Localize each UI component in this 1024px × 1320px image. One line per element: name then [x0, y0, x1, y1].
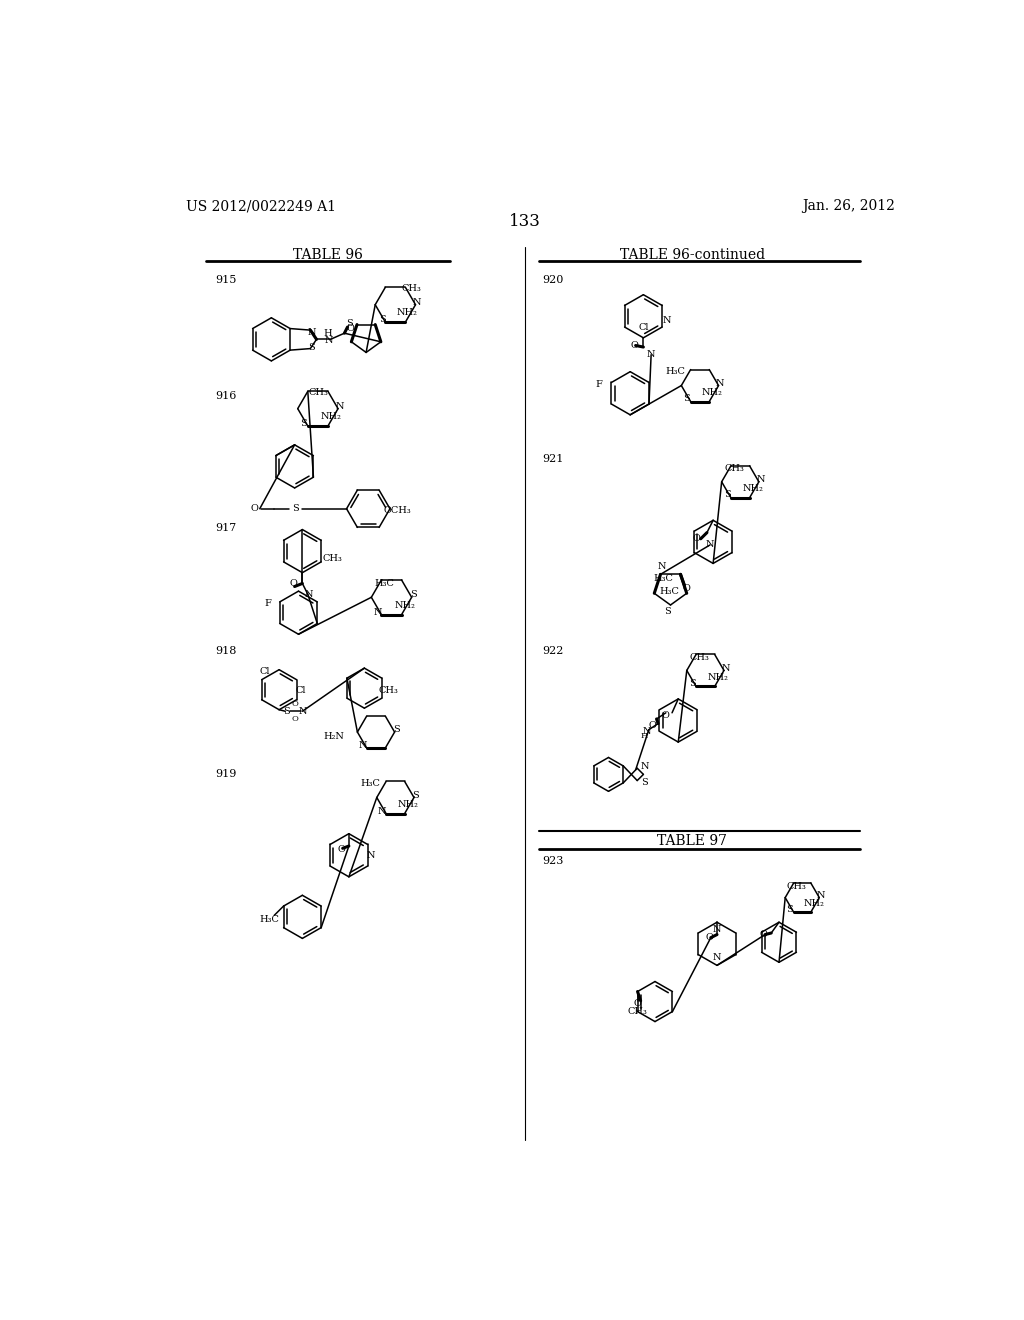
Text: O: O — [662, 711, 670, 721]
Text: TABLE 96: TABLE 96 — [293, 248, 362, 261]
Text: N: N — [706, 540, 715, 549]
Text: OCH₃: OCH₃ — [384, 506, 412, 515]
Text: 922: 922 — [543, 647, 564, 656]
Text: O: O — [706, 933, 713, 942]
Text: S: S — [346, 318, 352, 327]
Text: Cl: Cl — [638, 322, 648, 331]
Text: CH₃: CH₃ — [689, 653, 709, 663]
Text: S: S — [724, 490, 730, 499]
Text: Jan. 26, 2012: Jan. 26, 2012 — [802, 199, 895, 213]
Text: S: S — [642, 777, 648, 787]
Text: N: N — [716, 379, 724, 388]
Text: N: N — [298, 706, 306, 715]
Text: S: S — [683, 393, 690, 403]
Text: N: N — [713, 953, 721, 962]
Text: N: N — [641, 762, 649, 771]
Text: F: F — [596, 380, 602, 388]
Text: 133: 133 — [509, 213, 541, 230]
Text: Cl: Cl — [260, 668, 270, 676]
Text: N: N — [413, 298, 421, 306]
Text: N: N — [816, 891, 825, 900]
Text: H: H — [323, 329, 332, 338]
Text: H₃C: H₃C — [360, 779, 381, 788]
Text: NH₂: NH₂ — [321, 412, 341, 421]
Text: 919: 919 — [215, 770, 237, 779]
Text: 917: 917 — [215, 523, 237, 533]
Text: CH₃: CH₃ — [401, 284, 422, 293]
Text: O: O — [337, 845, 345, 854]
Text: O: O — [760, 931, 767, 939]
Text: H₂N: H₂N — [324, 733, 345, 741]
Text: 923: 923 — [543, 855, 564, 866]
Text: O: O — [692, 535, 700, 544]
Text: NH₂: NH₂ — [804, 899, 824, 908]
Text: NH₂: NH₂ — [397, 800, 418, 809]
Text: H₃C: H₃C — [375, 578, 394, 587]
Text: O: O — [347, 325, 354, 333]
Text: S: S — [379, 315, 386, 325]
Text: CH₃: CH₃ — [628, 1007, 647, 1016]
Text: S: S — [664, 607, 671, 615]
Text: 921: 921 — [543, 454, 564, 463]
Text: N: N — [643, 727, 651, 735]
Text: NH₂: NH₂ — [708, 673, 728, 681]
Text: 920: 920 — [543, 275, 564, 285]
Text: 918: 918 — [215, 647, 237, 656]
Text: S: S — [284, 706, 290, 715]
Text: N: N — [378, 807, 386, 816]
Text: O: O — [634, 999, 641, 1008]
Text: N: N — [657, 562, 667, 572]
Text: N: N — [307, 327, 316, 337]
Text: CH₃: CH₃ — [724, 465, 744, 474]
Text: H: H — [640, 731, 648, 741]
Text: N: N — [663, 317, 671, 325]
Text: N: N — [304, 590, 312, 599]
Text: O: O — [683, 583, 690, 593]
Text: N: N — [325, 335, 333, 345]
Text: H₃C: H₃C — [653, 574, 674, 582]
Text: NH₂: NH₂ — [394, 601, 415, 610]
Text: N: N — [721, 664, 730, 673]
Text: N: N — [647, 350, 655, 359]
Text: H₃C: H₃C — [260, 916, 280, 924]
Text: N: N — [374, 607, 382, 616]
Text: H₃C: H₃C — [659, 587, 680, 597]
Text: O: O — [251, 504, 258, 513]
Text: TABLE 96-continued: TABLE 96-continued — [620, 248, 765, 261]
Text: S: S — [689, 678, 695, 688]
Text: 916: 916 — [215, 391, 237, 400]
Text: H₃C: H₃C — [666, 367, 685, 376]
Text: O: O — [649, 721, 656, 730]
Text: N: N — [335, 401, 344, 411]
Text: S: S — [393, 725, 399, 734]
Text: CH₃: CH₃ — [323, 553, 342, 562]
Text: O: O — [291, 700, 298, 708]
Text: S: S — [308, 343, 315, 351]
Text: O: O — [291, 715, 298, 723]
Text: O: O — [289, 579, 297, 587]
Text: 915: 915 — [215, 275, 237, 285]
Text: NH₂: NH₂ — [396, 309, 418, 317]
Text: N: N — [713, 925, 721, 935]
Text: TABLE 97: TABLE 97 — [657, 834, 727, 847]
Text: NH₂: NH₂ — [742, 484, 763, 494]
Text: N: N — [756, 475, 765, 484]
Text: S: S — [410, 590, 417, 599]
Text: S: S — [301, 420, 307, 428]
Text: S: S — [412, 791, 419, 800]
Text: S: S — [292, 504, 299, 513]
Text: Cl: Cl — [295, 686, 306, 694]
Text: NH₂: NH₂ — [701, 388, 723, 397]
Text: O: O — [630, 341, 638, 350]
Text: US 2012/0022249 A1: US 2012/0022249 A1 — [186, 199, 336, 213]
Text: CH₃: CH₃ — [308, 388, 329, 397]
Text: CH₃: CH₃ — [786, 882, 807, 891]
Text: CH₃: CH₃ — [378, 686, 398, 694]
Text: N: N — [358, 742, 367, 750]
Text: S: S — [786, 904, 794, 913]
Text: F: F — [264, 599, 271, 609]
Text: N: N — [367, 851, 375, 859]
